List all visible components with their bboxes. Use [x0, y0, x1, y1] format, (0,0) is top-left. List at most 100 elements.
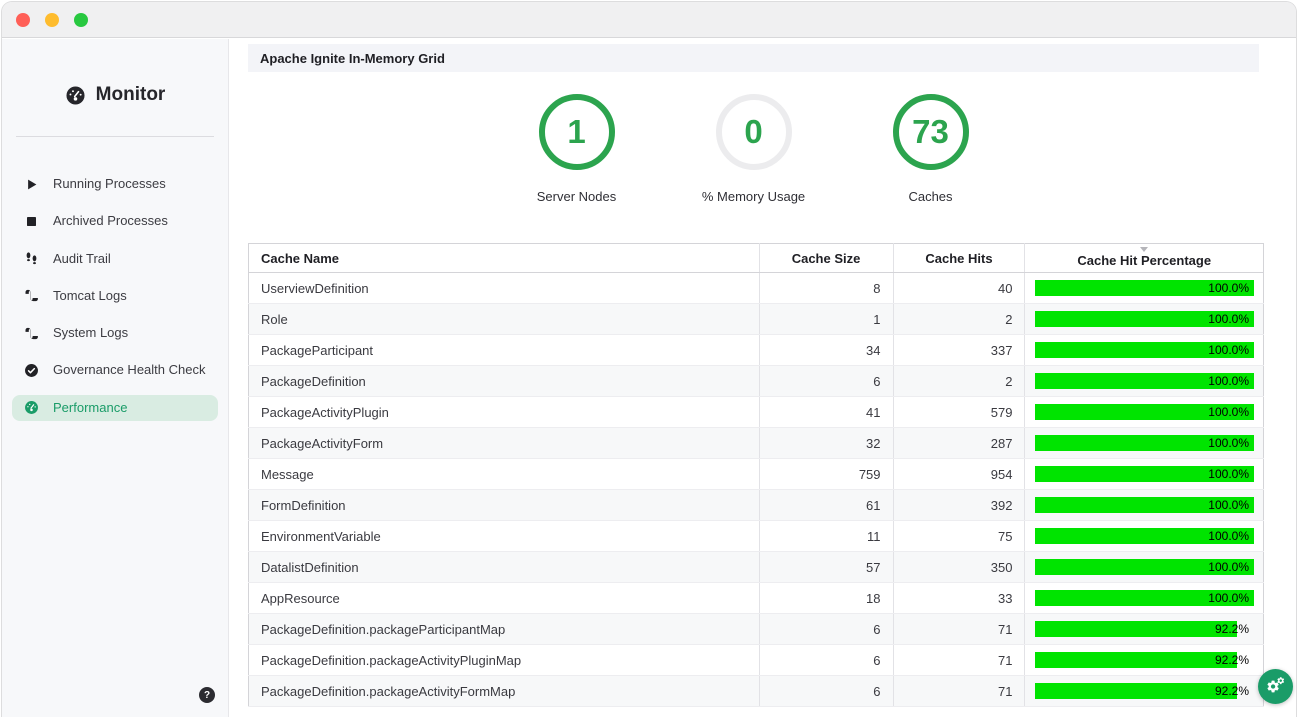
stat-ring: 1 [539, 94, 615, 170]
check-circle-icon [24, 363, 40, 378]
cache-hits-cell: 287 [893, 428, 1025, 459]
cache-size-cell: 57 [759, 552, 893, 583]
percentage-label: 100.0% [1208, 529, 1249, 543]
stat-ring: 73 [893, 94, 969, 170]
help-button[interactable]: ? [199, 687, 215, 703]
cache-name-cell: PackageDefinition.packageActivityPluginM… [249, 645, 760, 676]
stat-value: 73 [912, 113, 949, 151]
cache-size-cell: 1 [759, 304, 893, 335]
gauge-icon [65, 85, 86, 106]
section-title: Apache Ignite In-Memory Grid [260, 51, 445, 66]
table-row: EnvironmentVariable1175100.0% [249, 521, 1264, 552]
cache-table: Cache NameCache SizeCache HitsCache Hit … [248, 243, 1264, 707]
cache-name-cell: AppResource [249, 583, 760, 614]
table-row: PackageDefinition.packageParticipantMap6… [249, 614, 1264, 645]
sidebar-item-label: Performance [53, 400, 127, 416]
section-header: Apache Ignite In-Memory Grid [248, 44, 1259, 72]
sidebar-divider [16, 136, 214, 137]
percentage-bar [1035, 683, 1237, 699]
close-button[interactable] [16, 13, 30, 27]
cache-hits-cell: 71 [893, 614, 1025, 645]
cache-name-cell: PackageDefinition.packageParticipantMap [249, 614, 760, 645]
sidebar-item-running-processes[interactable]: Running Processes [12, 171, 218, 197]
percentage-bar-track: 100.0% [1035, 590, 1254, 606]
cache-size-cell: 8 [759, 273, 893, 304]
sidebar: Monitor Running Processes Archived Proces… [2, 39, 229, 717]
column-header-cache-name[interactable]: Cache Name [249, 244, 760, 273]
sidebar-item-label: Governance Health Check [53, 362, 205, 378]
cache-hit-percentage-cell: 92.2% [1025, 614, 1264, 645]
sidebar-item-system-logs[interactable]: System Logs [12, 320, 218, 346]
percentage-bar-track: 100.0% [1035, 559, 1254, 575]
percentage-bar-track: 100.0% [1035, 435, 1254, 451]
table-row: UserviewDefinition840100.0% [249, 273, 1264, 304]
table-row: PackageParticipant34337100.0% [249, 335, 1264, 366]
sort-desc-icon [1140, 247, 1148, 252]
cache-name-cell: PackageDefinition.packageActivityFormMap [249, 676, 760, 707]
settings-fab[interactable] [1258, 669, 1293, 704]
column-header-cache-hits[interactable]: Cache Hits [893, 244, 1025, 273]
cache-size-cell: 34 [759, 335, 893, 366]
footprints-icon [24, 251, 40, 266]
cache-size-cell: 6 [759, 645, 893, 676]
cache-hit-percentage-cell: 100.0% [1025, 521, 1264, 552]
stat-caches: 73Caches [842, 94, 1019, 204]
sidebar-menu: Running Processes Archived Processes Audit… [12, 171, 218, 421]
percentage-label: 100.0% [1208, 343, 1249, 357]
sidebar-item-label: Audit Trail [53, 251, 111, 267]
gauge-icon [24, 400, 40, 415]
sidebar-item-governance-health-check[interactable]: Governance Health Check [12, 357, 218, 383]
percentage-bar-track: 92.2% [1035, 652, 1254, 668]
cache-size-cell: 41 [759, 397, 893, 428]
cache-hits-cell: 71 [893, 645, 1025, 676]
percentage-bar [1035, 621, 1237, 637]
table-row: Role12100.0% [249, 304, 1264, 335]
percentage-label: 100.0% [1208, 405, 1249, 419]
cache-size-cell: 759 [759, 459, 893, 490]
cache-hit-percentage-cell: 100.0% [1025, 335, 1264, 366]
cache-name-cell: PackageDefinition [249, 366, 760, 397]
sidebar-item-tomcat-logs[interactable]: Tomcat Logs [12, 283, 218, 309]
stat-ring: 0 [716, 94, 792, 170]
cache-hits-cell: 579 [893, 397, 1025, 428]
cache-hits-cell: 40 [893, 273, 1025, 304]
cache-hits-cell: 2 [893, 366, 1025, 397]
stat-memory-usage: 0 % Memory Usage [665, 94, 842, 204]
cache-hits-cell: 2 [893, 304, 1025, 335]
sidebar-item-performance[interactable]: Performance [12, 395, 218, 421]
cache-name-cell: PackageActivityForm [249, 428, 760, 459]
percentage-bar-track: 100.0% [1035, 342, 1254, 358]
cache-size-cell: 6 [759, 614, 893, 645]
cache-hits-cell: 33 [893, 583, 1025, 614]
column-header-cache-size[interactable]: Cache Size [759, 244, 893, 273]
main-content: Apache Ignite In-Memory Grid 1Server Nod… [230, 39, 1296, 717]
cache-hit-percentage-cell: 92.2% [1025, 645, 1264, 676]
percentage-bar-track: 100.0% [1035, 373, 1254, 389]
cache-hit-percentage-cell: 92.2% [1025, 676, 1264, 707]
stat-label: % Memory Usage [702, 189, 805, 204]
cache-hit-percentage-cell: 100.0% [1025, 459, 1264, 490]
minimize-button[interactable] [45, 13, 59, 27]
cache-hits-cell: 71 [893, 676, 1025, 707]
percentage-label: 92.2% [1215, 622, 1249, 636]
cache-hits-cell: 392 [893, 490, 1025, 521]
table-row: PackageDefinition62100.0% [249, 366, 1264, 397]
cache-hit-percentage-cell: 100.0% [1025, 366, 1264, 397]
app-logo: Monitor [2, 84, 228, 106]
percentage-label: 100.0% [1208, 374, 1249, 388]
percentage-bar-track: 100.0% [1035, 311, 1254, 327]
scroll-icon [24, 288, 40, 303]
table-row: Message759954100.0% [249, 459, 1264, 490]
cache-hit-percentage-cell: 100.0% [1025, 304, 1264, 335]
zoom-button[interactable] [74, 13, 88, 27]
sidebar-item-audit-trail[interactable]: Audit Trail [12, 246, 218, 272]
scroll-icon [24, 326, 40, 341]
percentage-bar-track: 100.0% [1035, 497, 1254, 513]
table-row: PackageDefinition.packageActivityFormMap… [249, 676, 1264, 707]
sidebar-item-archived-processes[interactable]: Archived Processes [12, 208, 218, 234]
cache-hit-percentage-cell: 100.0% [1025, 428, 1264, 459]
percentage-label: 100.0% [1208, 591, 1249, 605]
cache-name-cell: PackageActivityPlugin [249, 397, 760, 428]
column-header-cache-hit-percentage[interactable]: Cache Hit Percentage [1025, 244, 1264, 273]
cache-hits-cell: 954 [893, 459, 1025, 490]
